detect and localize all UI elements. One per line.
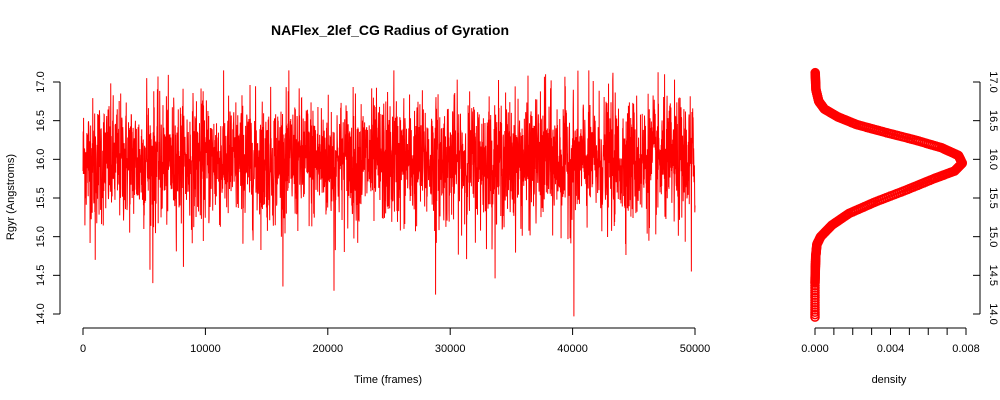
density-rgyr-tick-label: 14.5 (987, 265, 999, 286)
rgyr-tick-label: 15.0 (35, 226, 47, 247)
time-tick-label: 40000 (557, 343, 588, 355)
density-rgyr-tick-label: 17.0 (987, 71, 999, 92)
rgyr-tick-label: 17.0 (35, 71, 47, 92)
density-tick-label: 0.000 (801, 343, 829, 355)
density-rgyr-tick-label: 16.5 (987, 110, 999, 131)
rgyr-tick-label: 16.0 (35, 149, 47, 170)
time-tick-label: 0 (80, 343, 86, 355)
time-series-x-axis: 0 10000 20000 30000 40000 50000 (80, 327, 711, 355)
chart-title: NAFlex_2lef_CG Radius of Gyration (271, 22, 509, 38)
density-data (810, 67, 968, 322)
density-rgyr-tick-label: 14.0 (987, 303, 999, 324)
time-series-x-label: Time (frames) (354, 374, 422, 386)
time-tick-label: 50000 (680, 343, 711, 355)
time-series-y-label: Rgyr (Angstroms) (5, 154, 17, 240)
time-tick-label: 10000 (190, 343, 221, 355)
rgyr-tick-label: 14.5 (35, 265, 47, 286)
density-rgyr-tick-label: 15.0 (987, 226, 999, 247)
time-series-data (82, 70, 696, 317)
time-series-y-axis: 14.0 14.5 15.0 15.5 16.0 16.5 17.0 (35, 71, 61, 325)
density-x-label: density (872, 374, 907, 386)
time-tick-label: 20000 (313, 343, 344, 355)
density-panel: 0.000 0.004 0.008 14.0 14.5 15.0 15.5 16.0 16.5… (801, 67, 999, 386)
rgyr-series-line (82, 70, 696, 317)
time-tick-label: 30000 (435, 343, 466, 355)
rgyr-tick-label: 15.5 (35, 187, 47, 208)
density-y-axis: 14.0 14.5 15.0 15.5 16.0 16.5 17.0 (973, 71, 999, 325)
rgyr-tick-label: 14.0 (35, 303, 47, 324)
density-tick-label: 0.004 (877, 343, 905, 355)
time-series-panel: 0 10000 20000 30000 40000 50000 14.014.515.01… (5, 70, 710, 386)
density-rgyr-tick-label: 16.0 (987, 149, 999, 170)
density-tick-label: 0.008 (952, 343, 980, 355)
rgyr-tick-label: 16.5 (35, 110, 47, 131)
density-rgyr-tick-label: 15.5 (987, 187, 999, 208)
density-x-axis: 0.000 0.004 0.008 (801, 327, 980, 355)
density-point (810, 67, 820, 78)
